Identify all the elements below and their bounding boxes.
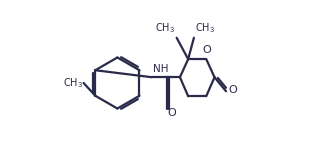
Text: O: O: [167, 108, 176, 118]
Text: CH$_3$: CH$_3$: [195, 21, 215, 35]
Text: CH$_3$: CH$_3$: [155, 21, 175, 35]
Text: O: O: [229, 85, 237, 95]
Text: O: O: [203, 45, 212, 55]
Text: NH: NH: [153, 64, 168, 74]
Text: CH$_3$: CH$_3$: [63, 76, 83, 90]
